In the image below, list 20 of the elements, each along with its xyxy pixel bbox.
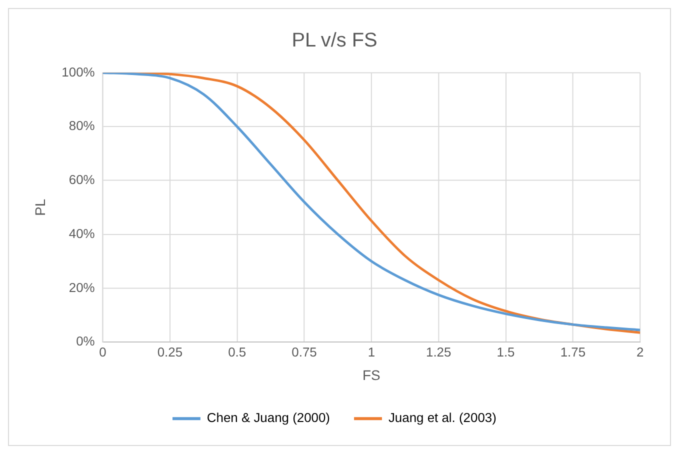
y-tick-label: 100% [62, 64, 96, 80]
x-tick-label: 1 [368, 344, 376, 360]
y-tick-label: 80% [68, 118, 96, 134]
x-tick-label: 0.25 [157, 344, 183, 360]
y-tick-label: 0% [76, 334, 96, 349]
x-tick-label: 1.75 [560, 344, 586, 360]
x-tick-label: 1.25 [426, 344, 452, 360]
chart-title: PL v/s FS [292, 29, 378, 52]
y-tick-label: 40% [68, 226, 96, 241]
x-axis-title: FS [362, 366, 380, 383]
y-tick-label: 60% [68, 172, 96, 188]
y-axis-title: PL [32, 198, 48, 216]
x-tick-label: 1.5 [496, 344, 515, 360]
x-tick-label: 0 [99, 344, 106, 360]
x-tick-label: 0.75 [292, 344, 317, 360]
x-tick-label: 0.5 [228, 344, 246, 360]
legend-label: Chen & Juang (2000) [206, 410, 330, 426]
y-tick-label: 20% [68, 280, 96, 295]
legend-label: Juang et al. (2003) [388, 410, 496, 426]
x-tick-label: 2 [636, 344, 644, 360]
